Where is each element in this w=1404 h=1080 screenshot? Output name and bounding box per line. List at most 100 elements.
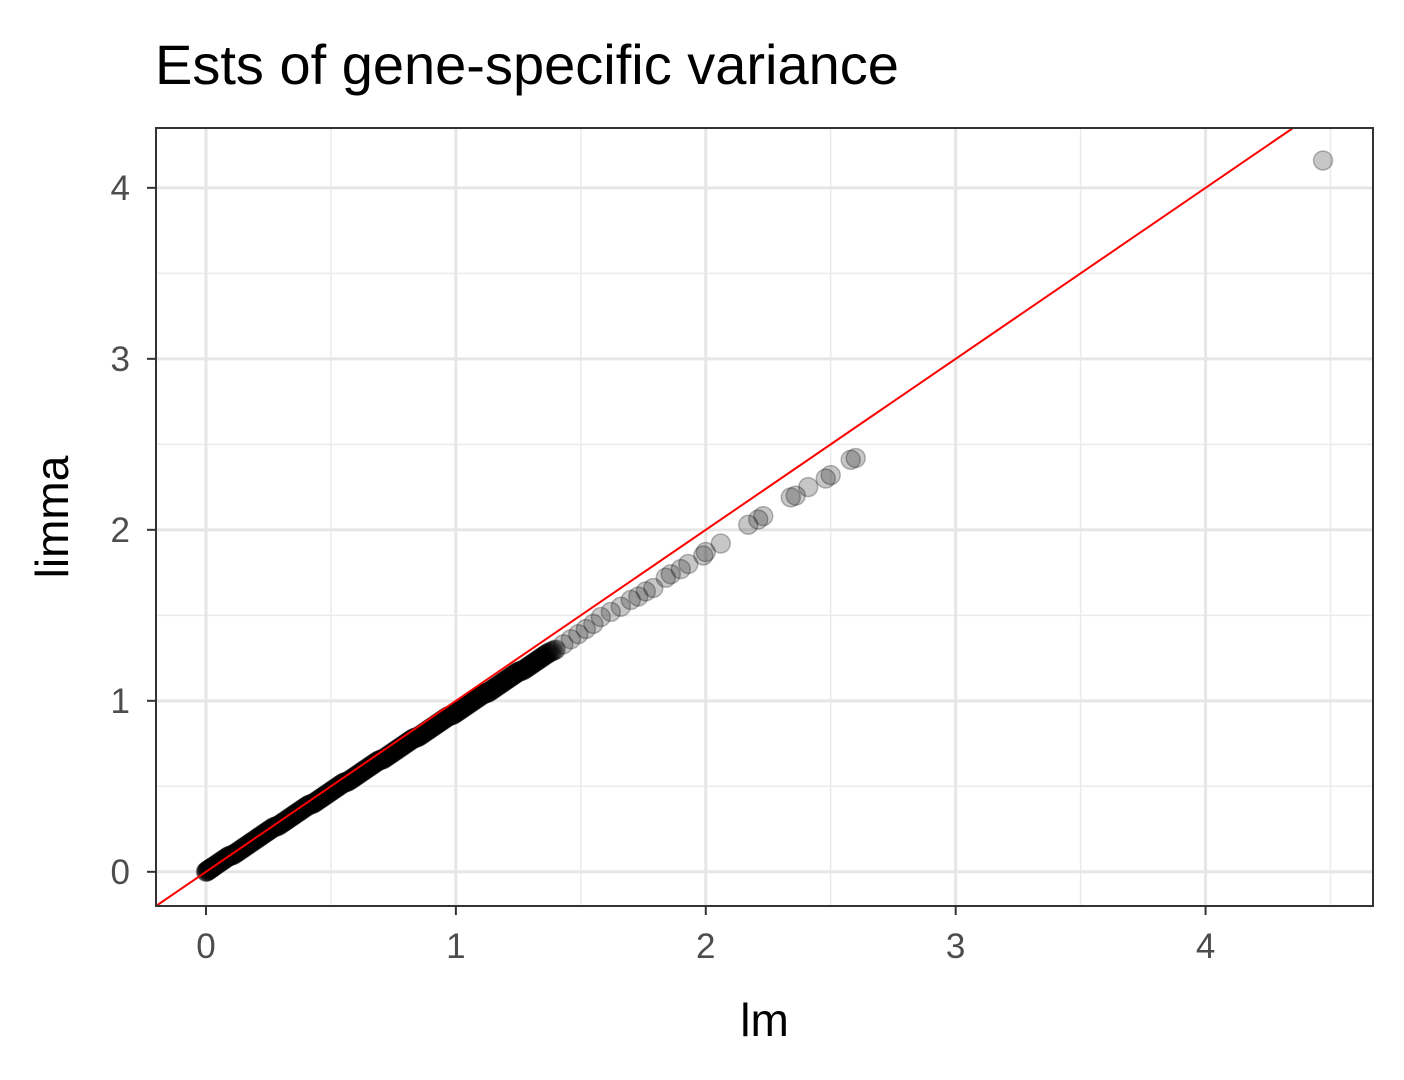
data-point [329, 775, 350, 796]
data-point [329, 774, 351, 796]
data-point [477, 682, 498, 703]
data-point [311, 787, 333, 808]
data-point [528, 648, 550, 670]
plot-panel [155, 127, 1374, 907]
data-point [299, 794, 320, 816]
data-point [525, 651, 547, 672]
identity-reference-line [155, 127, 1294, 907]
data-point [518, 656, 539, 677]
data-point [439, 705, 461, 726]
data-point [274, 811, 295, 832]
data-point [315, 784, 337, 806]
data-point [449, 699, 471, 721]
data-point [506, 662, 527, 684]
data-point [450, 699, 472, 720]
data-point [553, 634, 574, 655]
data-point [509, 660, 531, 682]
data-point [478, 682, 499, 703]
data-point [610, 596, 632, 618]
data-point [517, 656, 538, 678]
data-point [316, 784, 338, 805]
data-point [628, 586, 649, 607]
data-point [282, 805, 303, 827]
data-point [544, 639, 565, 661]
data-point [478, 681, 500, 702]
data-point [501, 666, 522, 687]
y-tick-label: 2 [111, 511, 130, 550]
data-point [441, 704, 462, 726]
data-point [318, 782, 339, 804]
data-point [820, 464, 841, 486]
data-point [452, 697, 473, 719]
data-point [514, 658, 536, 680]
data-point [493, 671, 514, 693]
data-point [475, 682, 497, 704]
data-point [268, 815, 289, 836]
data-point [840, 449, 861, 470]
data-point [575, 618, 597, 640]
data-point [526, 650, 547, 672]
data-point [815, 468, 836, 489]
data-point [458, 693, 480, 714]
data-point [461, 691, 482, 713]
data-point [498, 668, 519, 689]
data-point [531, 647, 552, 668]
data-point [273, 811, 294, 833]
data-point [309, 789, 330, 810]
data-point [524, 651, 546, 673]
data-point [472, 684, 493, 705]
data-point [446, 701, 467, 723]
data-point [278, 808, 299, 830]
data-point [520, 654, 542, 676]
data-point [543, 640, 564, 661]
data-point [482, 679, 503, 700]
data-point [528, 649, 549, 671]
data-point [530, 647, 552, 669]
data-point [287, 802, 308, 823]
data-point [272, 812, 293, 834]
data-point [267, 815, 288, 837]
data-point [500, 666, 522, 688]
data-point [269, 814, 291, 835]
data-point [269, 814, 290, 836]
data-point [678, 553, 699, 575]
data-point [326, 777, 348, 798]
data-point [302, 793, 323, 814]
data-point [451, 698, 472, 720]
data-point [319, 781, 341, 803]
data-point [443, 703, 465, 725]
data-point [487, 675, 508, 697]
data-point [299, 794, 321, 815]
data-point [483, 678, 505, 699]
data-point [484, 677, 506, 698]
y-tick-label: 4 [111, 169, 130, 208]
data-point [285, 803, 307, 824]
data-point [660, 564, 682, 585]
data-point [320, 781, 342, 802]
data-point [533, 646, 554, 667]
data-point [328, 776, 349, 797]
data-point [507, 662, 528, 683]
x-tick-label: 0 [196, 927, 215, 966]
data-point [291, 799, 313, 820]
data-point [533, 645, 555, 667]
data-point [785, 485, 806, 506]
data-point [314, 785, 336, 806]
data-point [529, 648, 551, 669]
data-point [1312, 150, 1334, 171]
x-tick-label: 4 [1196, 927, 1215, 966]
data-point [532, 646, 553, 668]
data-point [635, 581, 657, 602]
data-point [460, 692, 482, 713]
data-point [332, 773, 353, 794]
data-point [527, 650, 548, 671]
data-point [468, 686, 490, 708]
data-point [463, 690, 484, 712]
data-point [324, 778, 346, 799]
data-point [462, 691, 483, 712]
data-point [498, 667, 520, 689]
data-point [283, 805, 304, 826]
data-point [545, 639, 567, 660]
data-point [488, 674, 510, 696]
data-point [505, 663, 527, 684]
